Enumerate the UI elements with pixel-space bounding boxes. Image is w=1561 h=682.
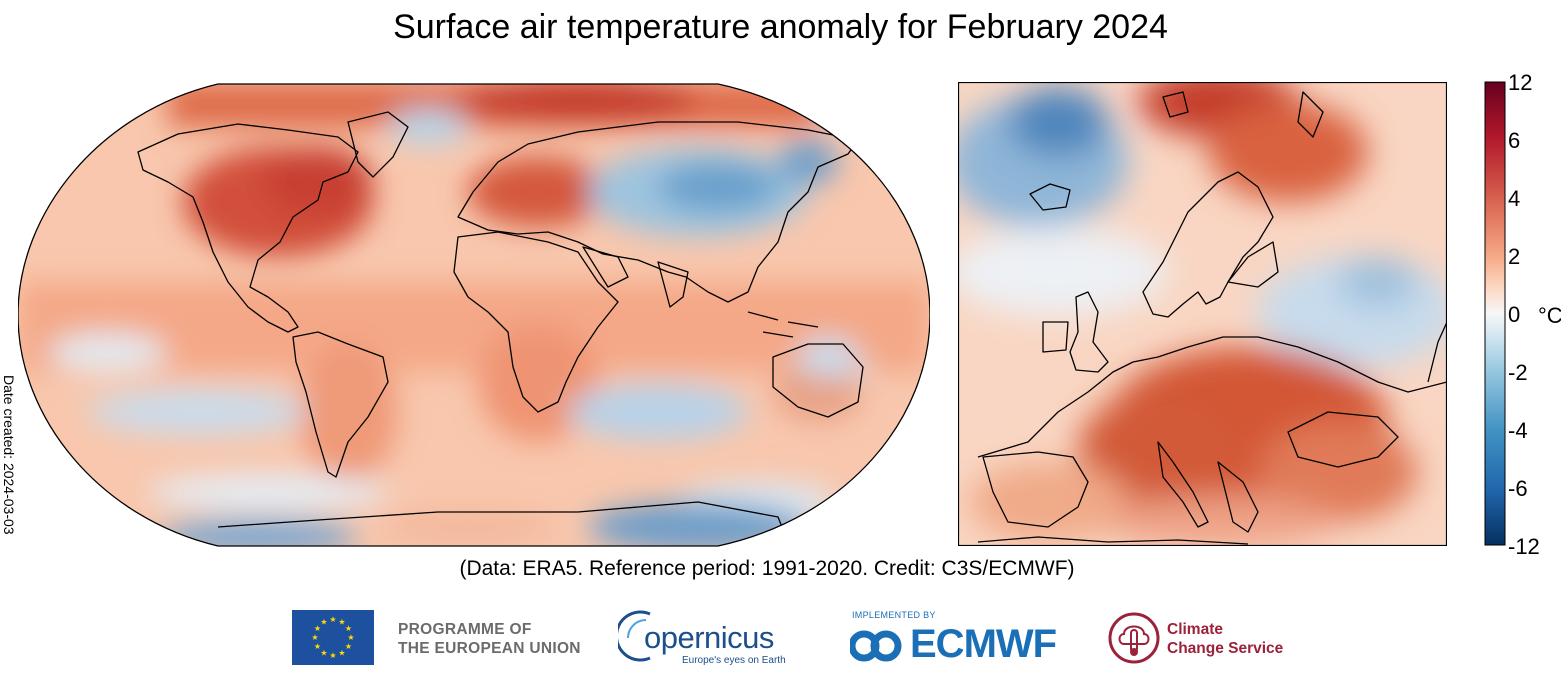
svg-text:★: ★ (345, 642, 352, 651)
colorbar-tick-label: -12 (1508, 534, 1540, 559)
chart-title: Surface air temperature anomaly for Febr… (393, 8, 1168, 46)
eu-line-1: PROGRAMME OF (398, 621, 532, 638)
svg-text:★: ★ (320, 649, 327, 658)
colorbar-tick-label: 4 (1508, 186, 1521, 211)
svg-text:★: ★ (329, 615, 336, 624)
svg-text:★: ★ (329, 651, 336, 660)
colorbar (1484, 81, 1506, 546)
colorbar-tick-label: -6 (1508, 476, 1528, 501)
ecmwf-logo-icon (850, 630, 902, 662)
date-created-text: Date created: 2024-03-03 (1, 375, 17, 535)
copernicus-wordmark: opernicus (644, 620, 774, 655)
svg-text:★: ★ (338, 618, 345, 627)
svg-text:★: ★ (311, 633, 318, 642)
logos-strip: ★ ★ ★ ★ ★ ★ ★ ★ ★ ★ ★ ★ PROGRAMME OF THE EUROPEA… (0, 600, 1561, 682)
copernicus-logo (618, 610, 651, 662)
svg-text:★: ★ (338, 649, 345, 658)
c3s-line-2: Change Service (1167, 640, 1284, 657)
svg-text:★: ★ (320, 618, 327, 627)
eu-programme-text: PROGRAMME OF THE EUROPEAN UNION (398, 620, 581, 658)
colorbar-tick-label: -2 (1508, 360, 1528, 385)
c3s-text: Climate Change Service (1167, 620, 1283, 658)
colorbar-tick-label: -4 (1508, 418, 1528, 443)
svg-text:★: ★ (314, 624, 321, 633)
colorbar-tick-label: 12 (1508, 70, 1533, 95)
colorbar-tick-label: 0 (1508, 302, 1521, 327)
svg-text:★: ★ (345, 624, 352, 633)
colorbar-tick-label: 2 (1508, 244, 1521, 269)
c3s-thermometer-logo (1108, 612, 1160, 664)
c3s-line-1: Climate (1167, 621, 1223, 638)
copernicus-tagline: Europe's eyes on Earth (682, 655, 786, 666)
svg-text:★: ★ (347, 633, 354, 642)
svg-text:★: ★ (314, 642, 321, 651)
eu-flag-logo: ★ ★★ ★★★ ★★★ ★★★ (292, 610, 374, 665)
data-credit: (Data: ERA5. Reference period: 1991-2020… (459, 557, 1075, 580)
ecmwf-wordmark: ECMWF (910, 622, 1057, 666)
ecmwf-implemented-by: IMPLEMENTED BY (852, 610, 936, 620)
eu-line-2: THE EUROPEAN UNION (398, 640, 581, 657)
colorbar-unit: °C (1538, 303, 1561, 328)
europe-anomaly-map (958, 82, 1447, 546)
colorbar-tick-label: 6 (1508, 128, 1521, 153)
world-anomaly-map (18, 83, 930, 547)
